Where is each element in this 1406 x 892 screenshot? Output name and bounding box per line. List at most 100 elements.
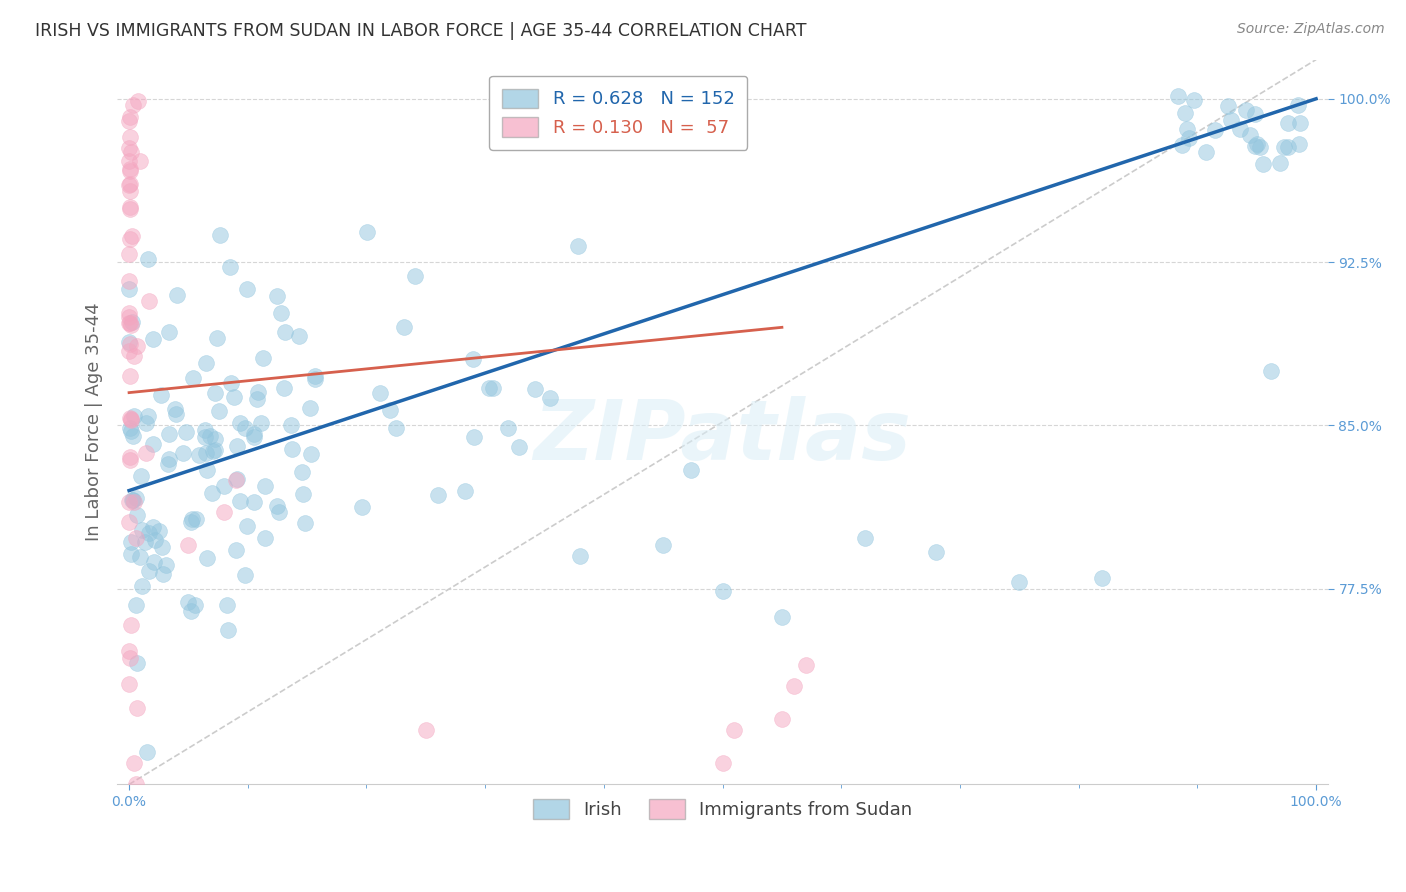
Point (183, 598, 205, 612)
Point (204, 386, 226, 401)
Point (925, 544, 948, 558)
Point (157, 325, 180, 339)
Point (194, 430, 217, 444)
Point (134, 535, 156, 549)
Point (243, 430, 266, 444)
Point (246, 385, 269, 400)
Point (1272, 139, 1295, 153)
Point (122, 409, 145, 423)
Point (121, 492, 143, 507)
Point (120, 412, 142, 426)
Point (118, 644, 141, 658)
Point (194, 356, 217, 370)
Point (166, 288, 188, 302)
Point (120, 651, 142, 665)
Point (118, 516, 141, 530)
Point (356, 225, 378, 239)
Point (217, 623, 239, 637)
Point (454, 484, 477, 499)
Point (118, 316, 141, 330)
Point (125, 777, 148, 791)
Point (569, 549, 592, 563)
Point (127, 656, 149, 670)
Point (225, 472, 247, 486)
Point (356, 789, 378, 803)
Point (118, 184, 141, 198)
Point (142, 332, 165, 346)
Point (1220, 112, 1243, 127)
Point (120, 232, 142, 246)
Point (165, 407, 187, 421)
Point (212, 505, 235, 519)
Point (214, 479, 236, 493)
Point (404, 269, 426, 284)
Point (711, 583, 734, 598)
Point (1167, 89, 1189, 103)
Point (204, 443, 226, 458)
Point (120, 618, 142, 632)
Point (118, 453, 141, 467)
Point (1174, 106, 1197, 120)
Point (523, 382, 546, 396)
Point (229, 416, 252, 430)
Point (304, 368, 326, 383)
Point (195, 463, 218, 477)
Point (225, 473, 247, 487)
Point (118, 130, 141, 145)
Point (122, 495, 145, 509)
Point (195, 551, 218, 566)
Y-axis label: In Labor Force | Age 35-44: In Labor Force | Age 35-44 (86, 302, 103, 541)
Point (187, 448, 209, 462)
Point (1234, 103, 1257, 117)
Point (148, 524, 170, 539)
Point (150, 540, 173, 554)
Text: ZIPatlas: ZIPatlas (534, 396, 911, 477)
Point (482, 381, 505, 395)
Point (180, 604, 202, 618)
Point (177, 595, 200, 609)
Point (143, 533, 166, 547)
Point (122, 349, 145, 363)
Point (225, 543, 247, 558)
Point (120, 413, 142, 427)
Point (125, 598, 148, 612)
Point (368, 385, 391, 400)
Point (236, 282, 259, 296)
Point (121, 315, 143, 329)
Point (288, 329, 311, 343)
Point (1204, 123, 1226, 137)
Point (157, 452, 180, 467)
Point (125, 532, 148, 546)
Point (538, 391, 561, 405)
Point (149, 388, 172, 402)
Point (135, 745, 157, 759)
Point (652, 538, 675, 552)
Point (281, 442, 304, 457)
Point (219, 376, 242, 390)
Point (129, 550, 152, 565)
Point (1171, 137, 1194, 152)
Point (385, 421, 408, 435)
Point (118, 344, 141, 359)
Point (280, 418, 302, 433)
Point (118, 334, 141, 349)
Point (1249, 140, 1271, 154)
Point (461, 351, 484, 366)
Point (138, 294, 160, 309)
Point (770, 610, 793, 624)
Point (723, 723, 745, 737)
Point (681, 463, 703, 477)
Point (291, 465, 314, 479)
Point (127, 339, 149, 353)
Point (1289, 116, 1312, 130)
Point (236, 519, 259, 533)
Text: Source: ZipAtlas.com: Source: ZipAtlas.com (1237, 22, 1385, 37)
Point (415, 723, 437, 737)
Point (186, 512, 208, 526)
Point (1270, 156, 1292, 170)
Point (118, 161, 141, 176)
Point (208, 228, 231, 243)
Point (177, 538, 200, 552)
Point (224, 390, 246, 404)
Point (138, 525, 160, 540)
